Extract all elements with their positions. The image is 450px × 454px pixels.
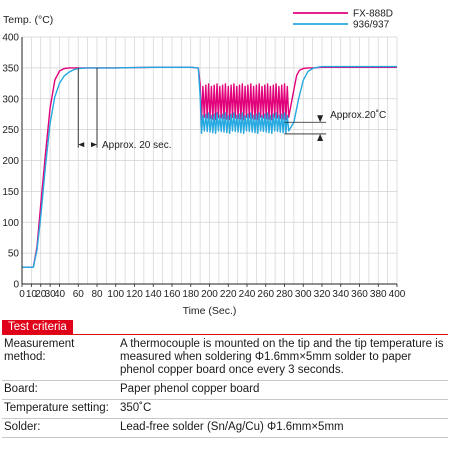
legend-label-1: 936/937 [353, 20, 390, 31]
annotation-arrow-right [91, 142, 97, 148]
x-tick-label: 220 [220, 289, 237, 300]
x-tick-label: 80 [91, 289, 103, 300]
annotation-arrow-down [317, 115, 324, 123]
x-tick-label: 10 [26, 289, 38, 300]
x-tick-label: 240 [239, 289, 256, 300]
x-tick-label: 60 [73, 289, 85, 300]
x-tick-label: 380 [370, 289, 387, 300]
x-tick-label: 30 [45, 289, 57, 300]
criteria-label: Solder: [2, 418, 116, 438]
test-criteria-badge: Test criteria [2, 320, 73, 334]
x-tick-label: 360 [351, 289, 368, 300]
criteria-table: Measurement method: A thermocouple is mo… [2, 336, 448, 438]
x-tick-label: 280 [276, 289, 293, 300]
annotations: Approx. 20 sec. Approx.20˚C [77, 67, 386, 151]
criteria-value: Lead-free solder (Sn/Ag/Cu) Φ1.6mm×5mm [116, 418, 448, 438]
x-tick-label: 180 [182, 289, 199, 300]
y-tick-label: 350 [2, 63, 19, 74]
criteria-value: Paper phenol copper board [116, 380, 448, 400]
x-axis-label: Time (Sec.) [183, 305, 237, 317]
series-lines [22, 65, 397, 268]
criteria-row: Solder: Lead-free solder (Sn/Ag/Cu) Φ1.6… [2, 418, 448, 438]
x-tick-label: 300 [295, 289, 312, 300]
x-tick-label: 40 [54, 289, 66, 300]
x-tick-label: 160 [164, 289, 181, 300]
x-tick-label: 400 [389, 289, 406, 300]
temperature-chart: Approx. 20 sec.Approx.20˚C 0501001502002… [2, 9, 405, 318]
y-tick-label: 400 [2, 33, 19, 44]
y-tick-label: 250 [2, 125, 19, 136]
y-tick-label: 50 [8, 249, 20, 260]
x-tick-label: 320 [314, 289, 331, 300]
y-axis-label: Temp. (°C) [3, 14, 53, 26]
x-tick-label: 100 [107, 289, 124, 300]
criteria-label: Temperature setting: [2, 399, 116, 419]
grid [21, 36, 398, 285]
x-tick-label: 200 [201, 289, 218, 300]
criteria-row: Measurement method: A thermocouple is mo… [2, 336, 448, 381]
y-tick-label: 200 [2, 156, 19, 167]
x-tick-label: 140 [145, 289, 162, 300]
criteria-divider [2, 334, 448, 335]
series-line-1 [22, 65, 397, 268]
x-tick-label: 260 [257, 289, 274, 300]
criteria-row: Temperature setting: 350˚C [2, 399, 448, 419]
annotation-20-deg: Approx.20˚C [330, 109, 386, 121]
legend-label-0: FX-888D [353, 9, 393, 20]
x-tick-label: 20 [35, 289, 47, 300]
criteria-value: A thermocouple is mounted on the tip and… [116, 336, 448, 381]
y-tick-label: 0 [13, 280, 19, 291]
y-tick-label: 300 [2, 94, 19, 105]
criteria-label: Measurement method: [2, 336, 116, 381]
x-tick-label: 340 [332, 289, 349, 300]
y-tick-label: 100 [2, 218, 19, 229]
x-tick-label: 0 [19, 289, 25, 300]
x-tick-label: 120 [126, 289, 143, 300]
criteria-value: 350˚C [116, 399, 448, 419]
annotation-20-sec: Approx. 20 sec. [102, 140, 171, 151]
annotation-arrow-left [78, 142, 85, 148]
criteria-label: Board: [2, 380, 116, 400]
criteria-row: Board: Paper phenol copper board [2, 380, 448, 400]
annotation-arrow-up [317, 133, 324, 141]
y-tick-label: 150 [2, 187, 19, 198]
